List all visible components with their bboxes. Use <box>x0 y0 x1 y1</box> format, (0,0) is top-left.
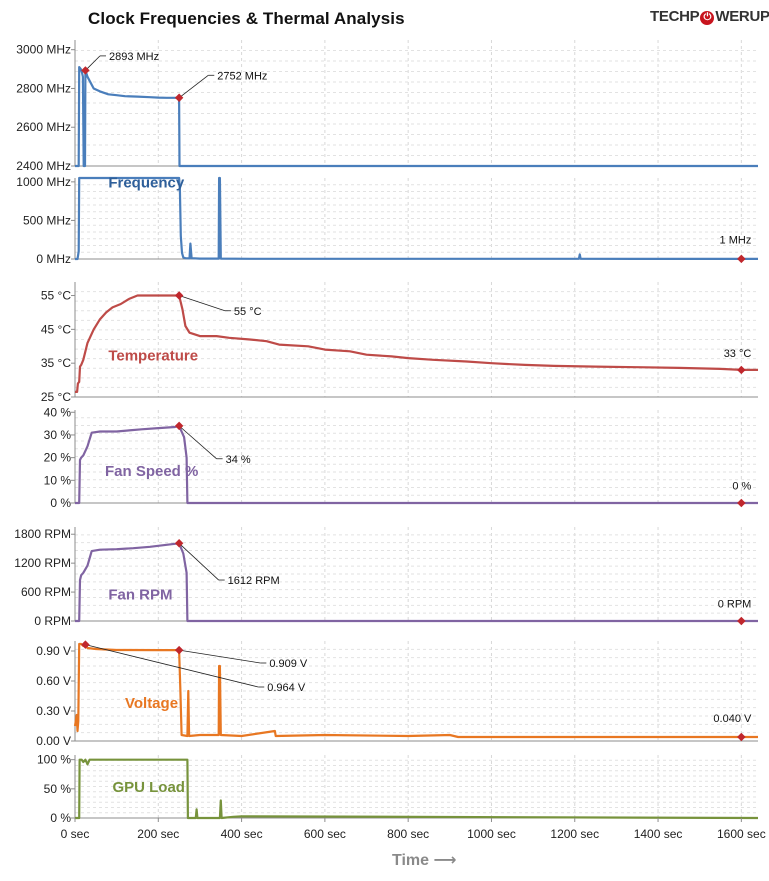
x-tick-label: 1400 sec <box>634 827 683 841</box>
series-line-fan-speed <box>75 424 758 505</box>
x-axis-label: Time ⟶ <box>392 852 457 869</box>
y-tick-label: 0.00 V <box>36 734 71 748</box>
x-tick-label: 0 sec <box>61 827 90 841</box>
power-icon: ⏻ <box>700 11 715 25</box>
annotation-marker <box>737 365 746 375</box>
y-tick-label: 2600 MHz <box>16 120 71 134</box>
annotation-leader <box>85 644 259 688</box>
series-line-gpu-load <box>75 758 759 820</box>
y-tick-label: 0.30 V <box>36 704 71 718</box>
techpowerup-logo: TECHP ⏻ WERUP <box>650 8 769 25</box>
panel-label-fan-speed: Fan Speed % <box>105 463 198 480</box>
y-tick-label: 45 °C <box>41 322 71 336</box>
panel-fan-rpm: 0 RPM 600 RPM 1200 RPM 1800 RPM Fan RPM 1612 … <box>14 527 758 628</box>
y-tick-label: 3000 MHz <box>16 43 71 57</box>
annotation-label: 0.964 V <box>267 682 306 694</box>
y-tick-label: 0 % <box>50 496 71 510</box>
y-tick-label: 0.90 V <box>36 644 71 658</box>
y-tick-label: 0 MHz <box>36 252 71 266</box>
y-tick-label: 1200 RPM <box>14 556 71 570</box>
annotation-label: 55 °C <box>234 306 262 318</box>
panel-voltage: 0.00 V 0.30 V 0.60 V 0.90 V Voltage 0.909 V 0.… <box>36 640 758 748</box>
annotation-marker <box>174 93 184 103</box>
annotation-label: 0 RPM <box>718 599 752 611</box>
panel-temperature: 25 °C 35 °C 45 °C 55 °C Temperature 55 °C 33 °… <box>41 282 758 404</box>
page-title: Clock Frequencies & Thermal Analysis <box>88 9 405 28</box>
y-tick-label: 1000 MHz <box>16 175 71 189</box>
y-tick-label: 25 °C <box>41 390 71 404</box>
annotation-marker <box>174 645 184 655</box>
annotation-leader <box>178 425 217 460</box>
y-tick-label: 600 RPM <box>21 585 71 599</box>
panel-label-gpu-load: GPU Load <box>112 779 185 796</box>
x-tick-label: 1000 sec <box>467 827 516 841</box>
annotation-marker <box>174 421 184 431</box>
series-line-fan-rpm <box>75 542 758 623</box>
y-tick-label: 0 % <box>50 811 71 825</box>
series-line-temperature <box>75 294 758 393</box>
annotation-label: 1612 RPM <box>228 575 280 587</box>
series-line-frequency-low <box>75 176 758 261</box>
y-tick-label: 55 °C <box>41 289 71 303</box>
panel-label-fan-rpm: Fan RPM <box>108 586 172 603</box>
annotation-label: 33 °C <box>724 348 752 360</box>
annotation-leader <box>178 543 219 581</box>
chart-panels: 2400 MHz 2600 MHz 2800 MHz 3000 MHz 2893 MHz… <box>14 40 759 825</box>
y-tick-label: 0.60 V <box>36 674 71 688</box>
annotation-leader <box>179 649 261 664</box>
panel-label-voltage: Voltage <box>125 695 178 712</box>
panel-frequency-high: 2400 MHz 2600 MHz 2800 MHz 3000 MHz 2893 MHz… <box>16 40 758 173</box>
y-tick-label: 2800 MHz <box>16 81 71 95</box>
y-tick-label: 20 % <box>44 451 72 465</box>
y-tick-label: 0 RPM <box>34 614 71 628</box>
y-tick-label: 2400 MHz <box>16 159 71 173</box>
y-tick-label: 40 % <box>44 405 72 419</box>
annotation-label: 0 % <box>732 480 751 492</box>
x-tick-label: 200 sec <box>137 827 179 841</box>
y-tick-label: 50 % <box>44 782 72 796</box>
annotation-leader <box>178 74 209 99</box>
logo-text-left: TECHP <box>650 8 700 25</box>
y-tick-label: 100 % <box>37 753 71 767</box>
annotation-marker <box>737 616 746 626</box>
annotation-label: 2752 MHz <box>217 70 267 82</box>
annotation-marker <box>737 498 746 508</box>
annotation-label: 0.909 V <box>269 658 308 670</box>
panel-fan-speed: 0 % 10 % 20 % 30 % 40 % Fan Speed % 34 % 0 % <box>44 405 758 510</box>
annotation-marker <box>737 732 746 742</box>
annotation-label: 1 MHz <box>720 235 752 247</box>
logo-text-end: ERUP <box>729 8 769 25</box>
annotation-marker <box>174 291 184 300</box>
x-tick-label: 1200 sec <box>550 827 599 841</box>
y-tick-label: 35 °C <box>41 356 71 370</box>
annotation-marker <box>81 66 90 75</box>
series-line-frequency-high <box>75 66 758 168</box>
annotation-leader <box>85 55 101 71</box>
panel-gpu-load: 0 % 50 % 100 % GPU Load <box>37 753 759 825</box>
panel-label-frequency-low: Frequency <box>108 174 185 191</box>
y-tick-label: 1800 RPM <box>14 527 71 541</box>
x-tick-label: 1600 sec <box>717 827 766 841</box>
x-axis: 0 sec 200 sec 400 sec 600 sec 800 sec 1000 se… <box>61 818 766 841</box>
panel-frequency-low: 0 MHz 500 MHz 1000 MHz Frequency 1 MHz <box>16 174 758 266</box>
y-tick-label: 30 % <box>44 428 72 442</box>
x-tick-label: 400 sec <box>221 827 263 841</box>
annotation-leader <box>178 295 226 312</box>
logo-text-right: W <box>715 8 730 25</box>
x-tick-label: 600 sec <box>304 827 346 841</box>
x-tick-label: 800 sec <box>387 827 429 841</box>
y-tick-label: 500 MHz <box>23 213 71 227</box>
annotation-label: 2893 MHz <box>109 51 159 63</box>
panel-label-temperature: Temperature <box>108 347 198 364</box>
y-tick-label: 10 % <box>44 473 72 487</box>
annotation-label: 34 % <box>226 454 251 466</box>
annotation-label: 0.040 V <box>713 713 752 725</box>
annotation-marker <box>737 254 746 264</box>
